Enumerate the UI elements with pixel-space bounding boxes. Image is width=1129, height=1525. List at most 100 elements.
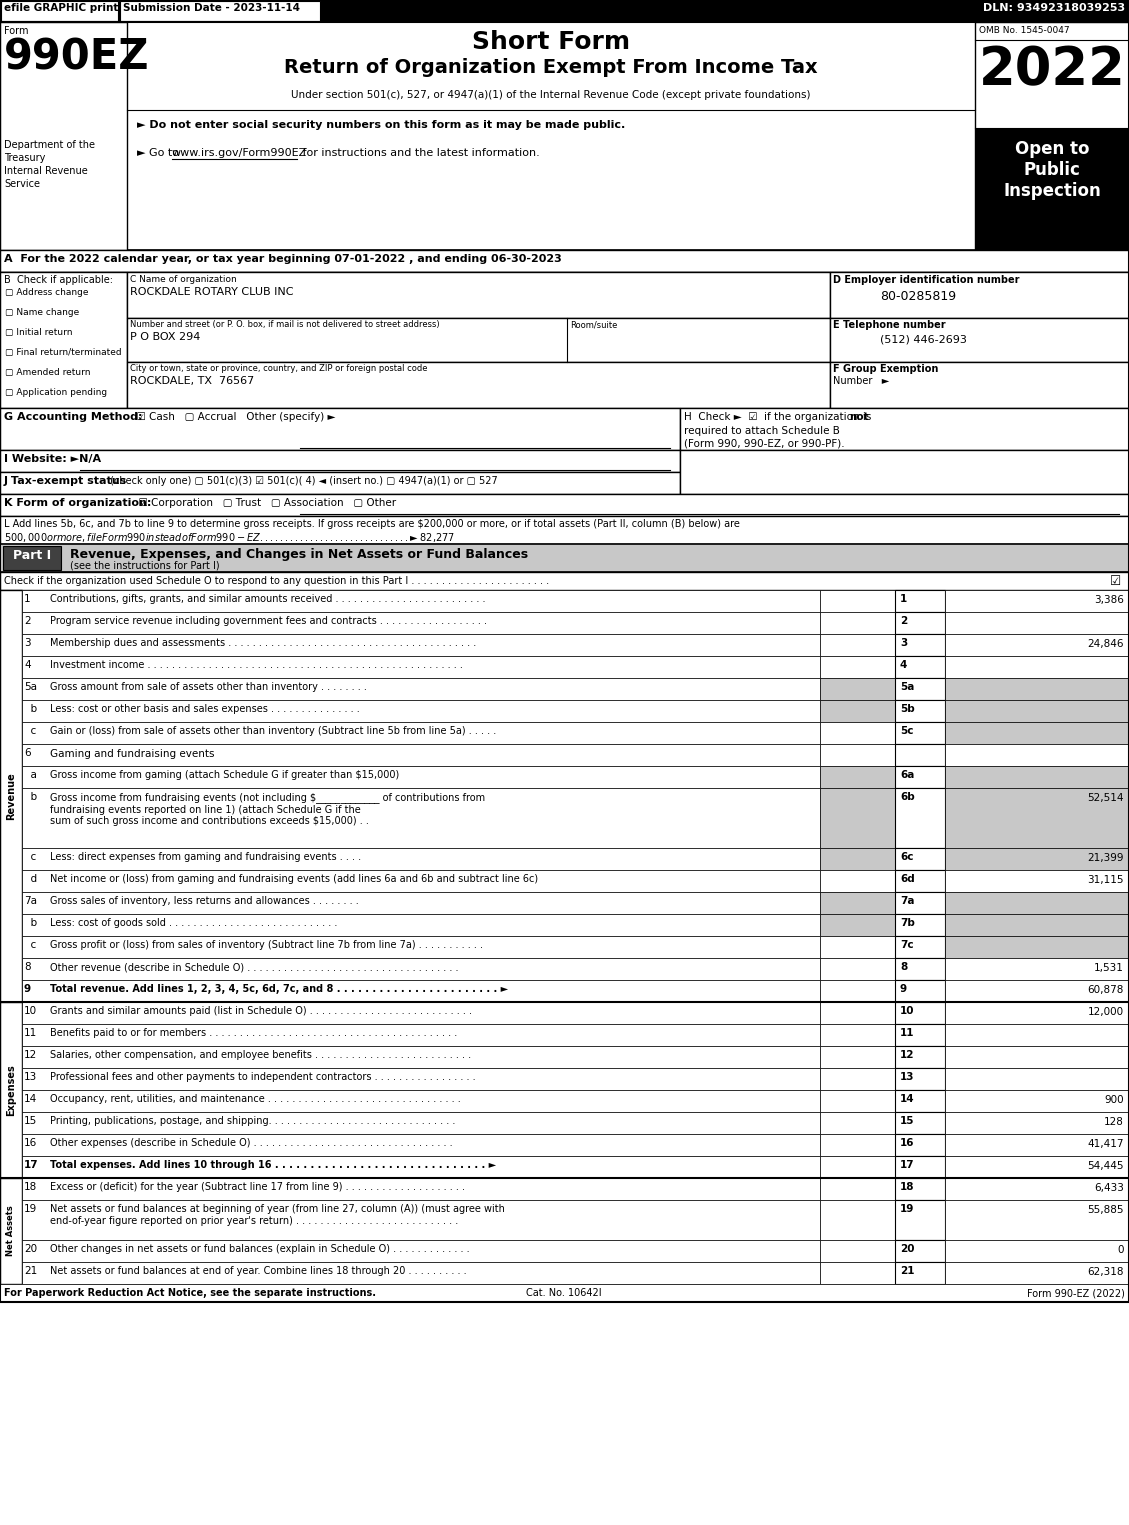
- Text: a: a: [24, 770, 37, 779]
- Text: 16: 16: [900, 1138, 914, 1148]
- Bar: [0, 590, 21, 1002]
- Bar: [820, 981, 895, 1002]
- Text: Less: cost of goods sold . . . . . . . . . . . . . . . . . . . . . . . . . . . .: Less: cost of goods sold . . . . . . . .…: [50, 918, 338, 929]
- Text: 21: 21: [900, 1266, 914, 1276]
- Bar: [895, 1135, 945, 1156]
- Bar: [975, 128, 1129, 250]
- Text: ▢ Name change: ▢ Name change: [5, 308, 79, 317]
- Bar: [820, 1240, 895, 1263]
- Bar: [895, 869, 945, 892]
- Text: 13: 13: [900, 1072, 914, 1083]
- Bar: [975, 21, 1129, 250]
- Text: 41,417: 41,417: [1087, 1139, 1124, 1148]
- Text: 9: 9: [900, 984, 907, 994]
- Bar: [21, 656, 820, 679]
- Bar: [21, 936, 820, 958]
- Text: B  Check if applicable:: B Check if applicable:: [5, 274, 113, 285]
- Bar: [895, 1263, 945, 1284]
- Bar: [21, 1002, 820, 1023]
- Bar: [945, 936, 1129, 958]
- Text: Other revenue (describe in Schedule O) . . . . . . . . . . . . . . . . . . . . .: Other revenue (describe in Schedule O) .…: [50, 962, 458, 971]
- Bar: [945, 958, 1129, 981]
- Text: $500,000 or more, file Form 990 instead of Form 990-EZ . . . . . . . . . . . . .: $500,000 or more, file Form 990 instead …: [5, 531, 455, 544]
- Bar: [895, 1046, 945, 1068]
- Bar: [21, 700, 820, 721]
- Text: 17: 17: [900, 1161, 914, 1170]
- Text: Other changes in net assets or fund balances (explain in Schedule O) . . . . . .: Other changes in net assets or fund bala…: [50, 1244, 470, 1254]
- Bar: [945, 1112, 1129, 1135]
- Bar: [945, 848, 1129, 869]
- Text: 5b: 5b: [900, 705, 914, 714]
- Text: 7b: 7b: [900, 918, 914, 929]
- Bar: [126, 361, 830, 409]
- Text: 7a: 7a: [900, 897, 914, 906]
- Bar: [820, 634, 895, 656]
- Bar: [895, 788, 945, 848]
- Bar: [820, 1200, 895, 1240]
- Bar: [820, 1263, 895, 1284]
- Text: 6,433: 6,433: [1094, 1183, 1124, 1193]
- Text: ▢ Application pending: ▢ Application pending: [5, 387, 107, 397]
- Text: Occupancy, rent, utilities, and maintenance . . . . . . . . . . . . . . . . . . : Occupancy, rent, utilities, and maintena…: [50, 1093, 461, 1104]
- Bar: [820, 590, 895, 612]
- Text: J Tax-exempt status: J Tax-exempt status: [5, 476, 128, 486]
- Text: Membership dues and assessments . . . . . . . . . . . . . . . . . . . . . . . . : Membership dues and assessments . . . . …: [50, 637, 476, 648]
- Bar: [895, 721, 945, 744]
- Bar: [0, 572, 1129, 590]
- Bar: [0, 494, 1129, 515]
- Bar: [895, 1090, 945, 1112]
- Text: 21,399: 21,399: [1087, 852, 1124, 863]
- Bar: [820, 892, 895, 913]
- Text: ROCKDALE, TX  76567: ROCKDALE, TX 76567: [130, 377, 254, 386]
- Bar: [0, 21, 126, 250]
- Text: ▢ Address change: ▢ Address change: [5, 288, 88, 297]
- Text: Revenue: Revenue: [6, 772, 16, 820]
- Text: Service: Service: [5, 178, 40, 189]
- Text: 17: 17: [24, 1161, 38, 1170]
- Bar: [0, 450, 680, 473]
- Bar: [945, 700, 1129, 721]
- Text: Gain or (loss) from sale of assets other than inventory (Subtract line 5b from l: Gain or (loss) from sale of assets other…: [50, 726, 497, 737]
- Bar: [895, 1112, 945, 1135]
- Bar: [0, 1002, 21, 1177]
- Bar: [895, 744, 945, 766]
- Text: ▢ Final return/terminated: ▢ Final return/terminated: [5, 348, 122, 357]
- Bar: [895, 679, 945, 700]
- Text: 20: 20: [24, 1244, 37, 1254]
- Bar: [21, 848, 820, 869]
- Text: ▢ Initial return: ▢ Initial return: [5, 328, 72, 337]
- Bar: [820, 936, 895, 958]
- Text: Contributions, gifts, grants, and similar amounts received . . . . . . . . . . .: Contributions, gifts, grants, and simila…: [50, 595, 485, 604]
- Text: Professional fees and other payments to independent contractors . . . . . . . . : Professional fees and other payments to …: [50, 1072, 475, 1083]
- Bar: [21, 958, 820, 981]
- Bar: [945, 1156, 1129, 1177]
- Text: 2022: 2022: [979, 44, 1126, 96]
- Text: 8: 8: [900, 962, 908, 971]
- Bar: [820, 1177, 895, 1200]
- Text: 10: 10: [900, 1006, 914, 1016]
- Text: Under section 501(c), 527, or 4947(a)(1) of the Internal Revenue Code (except pr: Under section 501(c), 527, or 4947(a)(1)…: [291, 90, 811, 101]
- Text: 7a: 7a: [24, 897, 37, 906]
- Bar: [820, 788, 895, 848]
- Bar: [820, 612, 895, 634]
- Text: DLN: 93492318039253: DLN: 93492318039253: [983, 3, 1124, 14]
- Text: 15: 15: [900, 1116, 914, 1125]
- Bar: [895, 1240, 945, 1263]
- Bar: [945, 913, 1129, 936]
- Text: ► Do not enter social security numbers on this form as it may be made public.: ► Do not enter social security numbers o…: [137, 120, 625, 130]
- Text: 6c: 6c: [900, 852, 913, 862]
- Bar: [895, 981, 945, 1002]
- Bar: [820, 869, 895, 892]
- Text: 60,878: 60,878: [1087, 985, 1124, 994]
- Bar: [830, 361, 1129, 409]
- Text: Less: cost or other basis and sales expenses . . . . . . . . . . . . . . .: Less: cost or other basis and sales expe…: [50, 705, 360, 714]
- Text: d: d: [24, 874, 37, 884]
- Text: Expenses: Expenses: [6, 1064, 16, 1116]
- Bar: [945, 590, 1129, 612]
- Bar: [21, 1090, 820, 1112]
- Text: 900: 900: [1104, 1095, 1124, 1106]
- Text: Benefits paid to or for members . . . . . . . . . . . . . . . . . . . . . . . . : Benefits paid to or for members . . . . …: [50, 1028, 457, 1039]
- Bar: [0, 544, 1129, 572]
- Text: 6b: 6b: [900, 791, 914, 802]
- Text: 11: 11: [24, 1028, 37, 1039]
